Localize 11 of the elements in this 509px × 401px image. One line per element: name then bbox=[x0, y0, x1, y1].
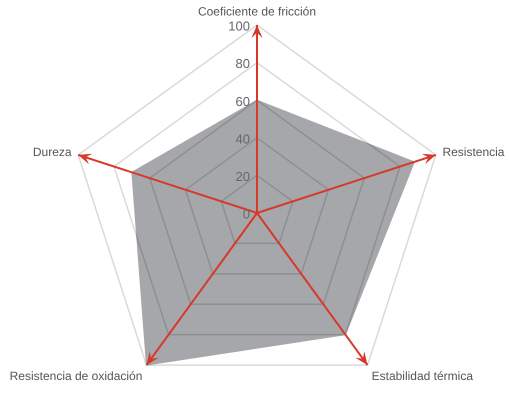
y-tick-label: 40 bbox=[236, 131, 250, 146]
y-tick-label: 0 bbox=[242, 206, 250, 222]
spoke-label: Resistencia de oxidación bbox=[10, 369, 142, 384]
y-tick-label: 20 bbox=[236, 168, 250, 184]
spoke-label: Coeficiente de fricción bbox=[198, 4, 316, 18]
y-tick-label: 80 bbox=[236, 56, 250, 72]
spoke-label: Dureza bbox=[32, 145, 72, 160]
spoke-label: Estabilidad térmica bbox=[372, 369, 474, 384]
spoke-label: Resistencia bbox=[442, 145, 505, 160]
y-tick-label: 100 bbox=[228, 18, 250, 34]
y-tick-label: 60 bbox=[236, 94, 250, 109]
